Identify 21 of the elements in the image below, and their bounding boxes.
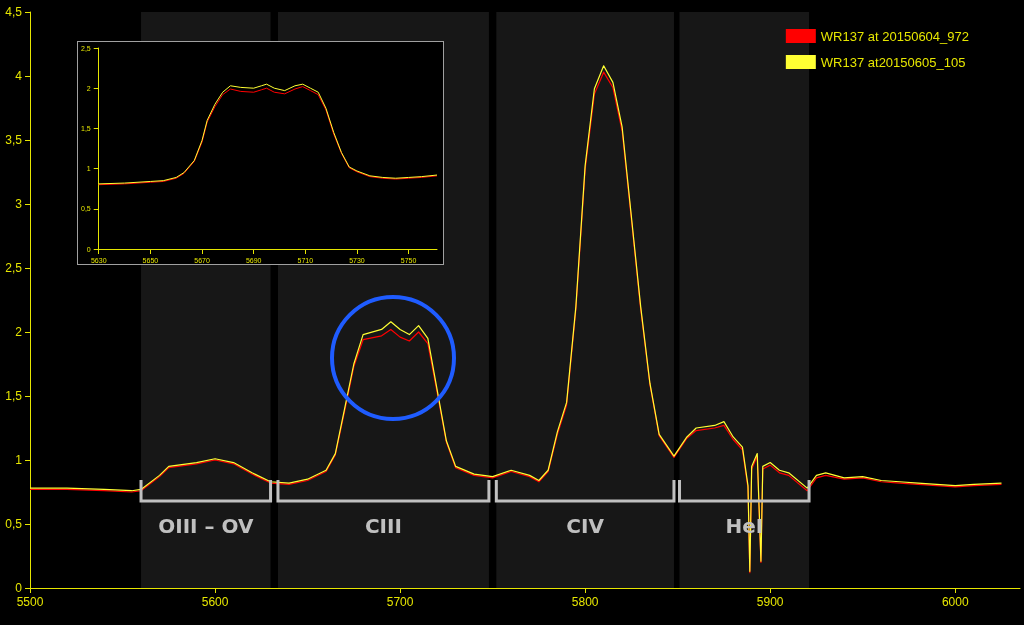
- y-tick-label: 3,5: [5, 133, 23, 147]
- band-label: CIV: [566, 514, 605, 538]
- y-tick-label: 1,5: [5, 389, 23, 403]
- x-tick-label: 5500: [16, 595, 44, 609]
- x-tick-label: 5900: [756, 595, 784, 609]
- x-tick-label: 6000: [941, 595, 969, 609]
- legend-label: WR137 at20150605_105: [820, 54, 966, 70]
- y-tick-label: 1: [15, 453, 23, 467]
- y-tick-label: 3: [15, 197, 23, 211]
- y-tick-label: 4: [15, 69, 23, 83]
- band-label: OIII – OV: [158, 514, 254, 538]
- y-tick-label: 2,5: [5, 261, 23, 275]
- x-tick-label: 5600: [201, 595, 229, 609]
- y-tick-label: 2: [15, 325, 23, 339]
- band-label: CIII: [364, 514, 402, 538]
- y-tick-label: 0,5: [5, 517, 23, 531]
- x-tick-label: 5700: [386, 595, 414, 609]
- y-tick-label: 4,5: [5, 5, 23, 19]
- y-tick-label: 0: [15, 581, 23, 595]
- x-tick-label: 5800: [571, 595, 599, 609]
- legend-label: WR137 at 20150604_972: [820, 28, 970, 44]
